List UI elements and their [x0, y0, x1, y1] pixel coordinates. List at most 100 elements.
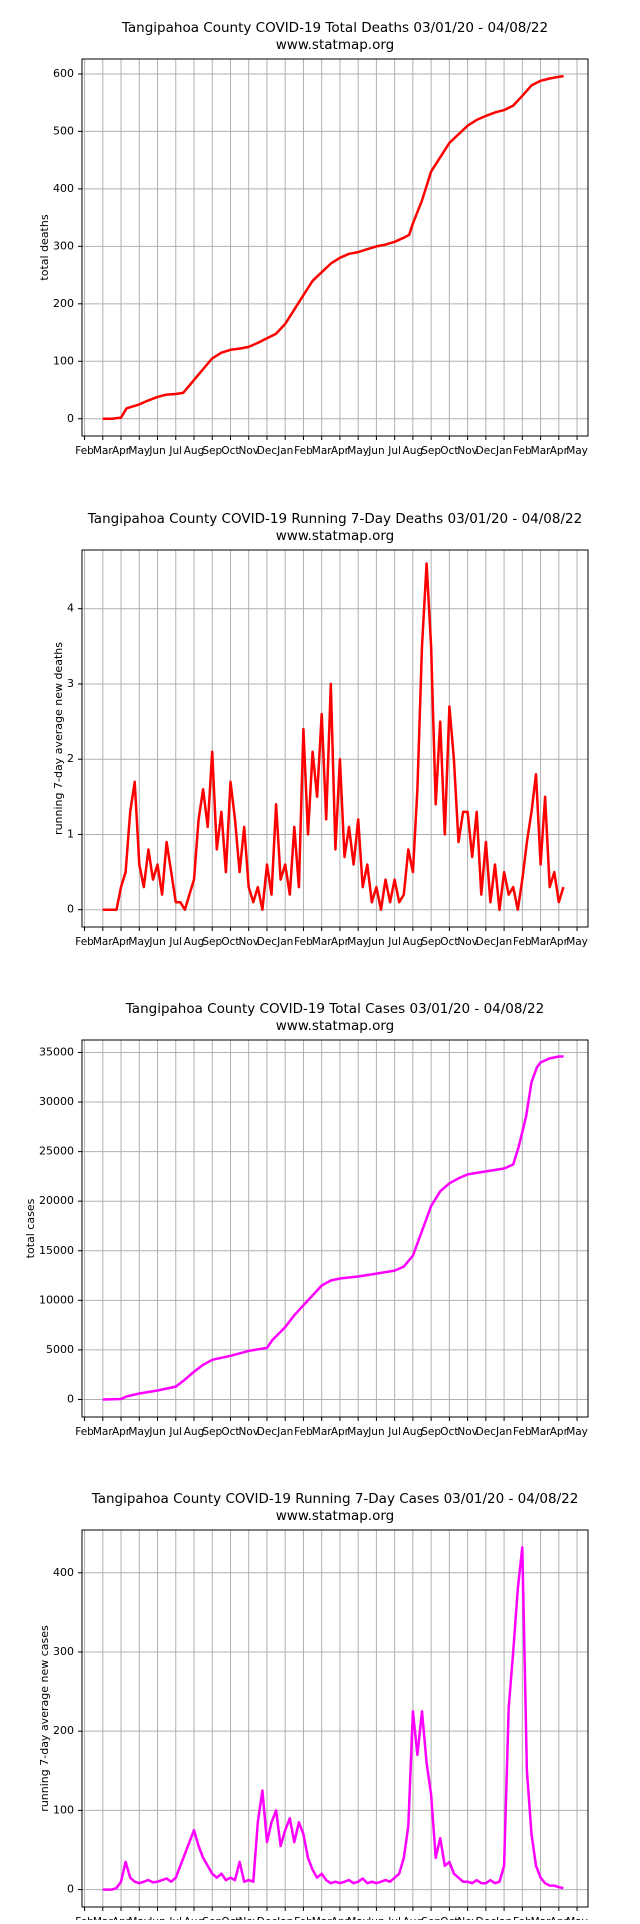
x-tick-label: Apr: [550, 936, 569, 948]
x-tick-label: Jul: [168, 1426, 182, 1438]
x-tick-label: Mar: [93, 936, 113, 948]
x-tick-label: Jun: [148, 1426, 165, 1438]
x-tick-label: Jun: [367, 1916, 384, 1920]
x-tick-label: May: [347, 1426, 369, 1438]
x-tick-label: Feb: [513, 936, 532, 948]
x-tick-label: Oct: [440, 1916, 458, 1920]
x-tick-label: Apr: [550, 1426, 569, 1438]
y-tick-label: 4: [67, 602, 74, 615]
x-tick-label: Sep: [421, 1916, 441, 1920]
x-tick-label: Aug: [403, 445, 424, 457]
x-tick-label: May: [128, 936, 150, 948]
data-line: [102, 562, 565, 911]
x-tick-label: Aug: [184, 936, 205, 948]
x-tick-label: Jun: [367, 936, 384, 948]
x-tick-label: Feb: [294, 1426, 313, 1438]
x-tick-label: Jan: [495, 445, 512, 457]
y-tick-label: 400: [53, 182, 74, 195]
x-tick-label: Jan: [276, 936, 293, 948]
x-tick-label: Jan: [276, 445, 293, 457]
x-tick-label: Apr: [112, 1426, 131, 1438]
x-tick-label: Dec: [476, 936, 497, 948]
y-tick-label: 3: [67, 677, 74, 690]
x-tick-label: Nov: [457, 936, 478, 948]
x-tick-label: Feb: [75, 1916, 94, 1920]
x-tick-label: Dec: [476, 445, 497, 457]
y-tick-label: 200: [53, 297, 74, 310]
x-tick-label: Oct: [440, 936, 458, 948]
x-tick-label: Jul: [387, 445, 401, 457]
x-tick-label: Mar: [93, 1916, 113, 1920]
x-tick-label: Jun: [148, 445, 165, 457]
x-tick-label: Sep: [421, 1426, 441, 1438]
y-tick-label: 500: [53, 124, 74, 137]
x-tick-label: Feb: [294, 1916, 313, 1920]
x-tick-label: Jun: [367, 1426, 384, 1438]
x-tick-label: Oct: [221, 1916, 239, 1920]
data-line: [102, 1546, 564, 1891]
x-tick-label: Dec: [257, 936, 278, 948]
x-tick-label: Feb: [513, 1426, 532, 1438]
chart-subtitle: www.statmap.org: [276, 37, 395, 53]
x-tick-label: May: [128, 1426, 150, 1438]
x-tick-label: Jun: [148, 1916, 165, 1920]
x-tick-label: Aug: [184, 1916, 205, 1920]
x-tick-label: Feb: [513, 445, 532, 457]
y-tick-label: 2: [67, 752, 74, 765]
x-tick-label: Jan: [495, 1916, 512, 1920]
x-tick-label: Dec: [476, 1916, 497, 1920]
x-tick-label: Sep: [202, 936, 222, 948]
x-tick-label: Mar: [312, 1426, 332, 1438]
x-tick-label: Nov: [457, 445, 478, 457]
x-tick-label: Mar: [312, 936, 332, 948]
chart-title: Tangipahoa County COVID-19 Running 7-Day…: [87, 511, 582, 527]
x-tick-label: Feb: [513, 1916, 532, 1920]
x-tick-label: Aug: [184, 1426, 205, 1438]
x-tick-label: Mar: [531, 1426, 551, 1438]
x-tick-label: Oct: [440, 1426, 458, 1438]
x-tick-label: Jan: [495, 1426, 512, 1438]
x-tick-label: Oct: [221, 1426, 239, 1438]
y-tick-label: 5000: [46, 1343, 74, 1356]
x-tick-label: Mar: [312, 1916, 332, 1920]
y-tick-label: 25000: [39, 1145, 74, 1158]
x-tick-label: Mar: [93, 1426, 113, 1438]
y-tick-label: 0: [67, 1883, 74, 1896]
plot-frame: [81, 58, 589, 437]
x-tick-label: Nov: [238, 445, 259, 457]
plot-frame: [81, 549, 589, 928]
x-tick-label: Mar: [531, 445, 551, 457]
x-tick-label: Apr: [331, 1426, 350, 1438]
y-axis-label: total cases: [24, 1198, 37, 1258]
x-tick-label: Jun: [148, 936, 165, 948]
x-tick-label: Dec: [257, 445, 278, 457]
chart: Tangipahoa County COVID-19 Total Deaths …: [38, 20, 589, 457]
x-tick-label: Dec: [257, 1426, 278, 1438]
y-tick-label: 1: [67, 827, 74, 840]
x-tick-label: May: [128, 445, 150, 457]
y-tick-label: 0: [67, 1392, 74, 1405]
x-tick-label: Mar: [312, 445, 332, 457]
x-tick-label: Apr: [331, 936, 350, 948]
x-tick-label: May: [566, 445, 588, 457]
x-tick-label: Sep: [202, 1916, 222, 1920]
chart: Tangipahoa County COVID-19 Running 7-Day…: [38, 1491, 589, 1924]
x-tick-label: May: [566, 1916, 588, 1920]
chart-subtitle: www.statmap.org: [276, 528, 395, 544]
x-tick-label: May: [347, 936, 369, 948]
y-tick-label: 35000: [39, 1045, 74, 1058]
y-tick-label: 10000: [39, 1293, 74, 1306]
y-tick-label: 100: [53, 1803, 74, 1816]
x-tick-label: Jan: [495, 936, 512, 948]
x-tick-label: Feb: [75, 1426, 94, 1438]
x-tick-label: Oct: [221, 445, 239, 457]
plot-frame: [81, 1529, 589, 1908]
y-tick-label: 300: [53, 239, 74, 252]
x-tick-label: May: [347, 1916, 369, 1920]
chart: Tangipahoa County COVID-19 Total Cases 0…: [24, 1001, 589, 1438]
x-tick-label: Jul: [168, 936, 182, 948]
x-tick-label: Mar: [531, 936, 551, 948]
x-tick-label: May: [128, 1916, 150, 1920]
chart: Tangipahoa County COVID-19 Running 7-Day…: [52, 511, 589, 948]
x-tick-label: Aug: [403, 1426, 424, 1438]
